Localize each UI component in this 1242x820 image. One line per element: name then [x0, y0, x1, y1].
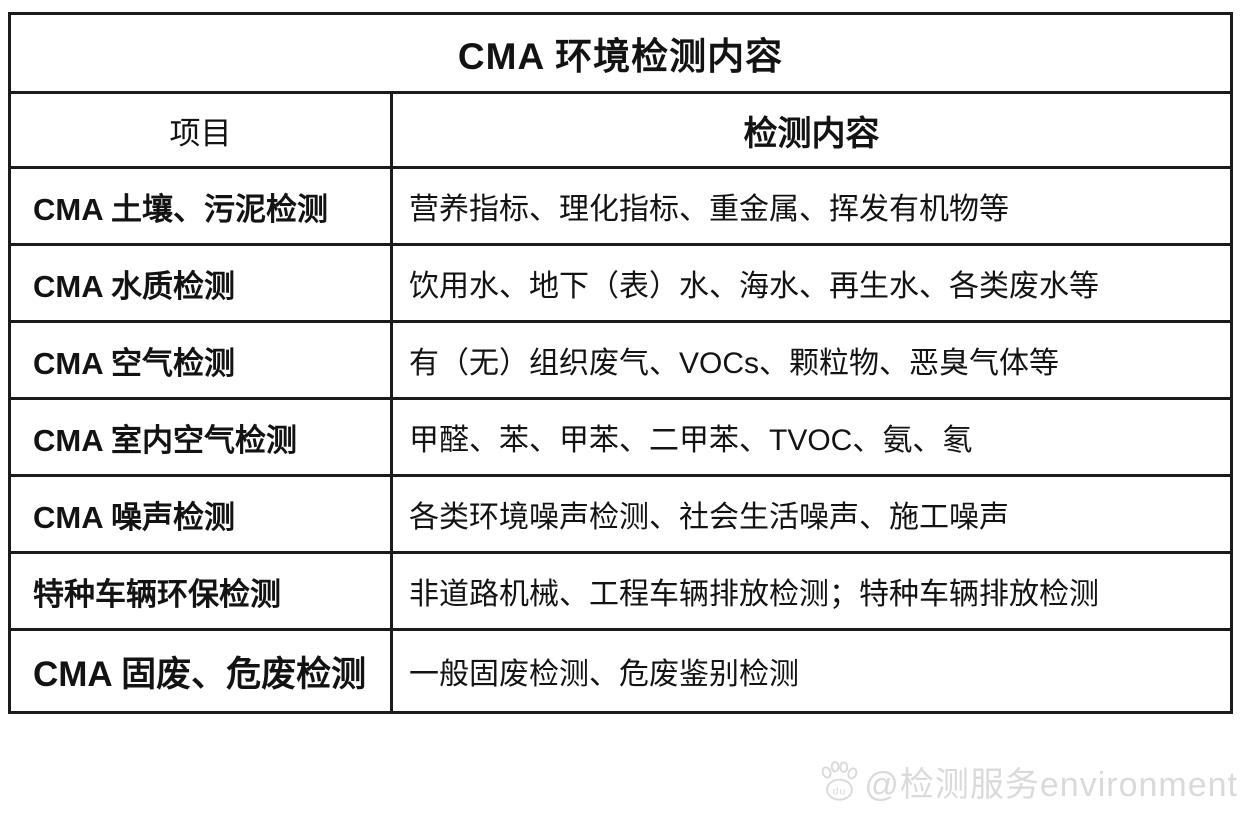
row-content-text: 饮用水、地下（表）水、海水、再生水、各类废水等 — [390, 243, 1233, 323]
table-title: CMA 环境检测内容 — [8, 12, 1233, 94]
row-content-text: 营养指标、理化指标、重金属、挥发有机物等 — [390, 166, 1233, 246]
row-item-label: CMA 土壤、污泥检测 — [8, 166, 393, 246]
paw-icon-label: du — [833, 785, 847, 797]
table-row: CMA 土壤、污泥检测 营养指标、理化指标、重金属、挥发有机物等 — [8, 166, 1233, 246]
watermark: du @检测服务environment — [818, 757, 1238, 806]
row-content-text: 有（无）组织废气、VOCs、颗粒物、恶臭气体等 — [390, 320, 1233, 400]
row-item-label: CMA 空气检测 — [8, 320, 393, 400]
table-title-row: CMA 环境检测内容 — [8, 12, 1233, 94]
table-row: CMA 室内空气检测 甲醛、苯、甲苯、二甲苯、TVOC、氨、氡 — [8, 397, 1233, 477]
table-row: CMA 噪声检测 各类环境噪声检测、社会生活噪声、施工噪声 — [8, 474, 1233, 554]
row-item-label: 特种车辆环保检测 — [8, 551, 393, 631]
table-header-row: 项目 检测内容 — [8, 91, 1233, 169]
baidu-paw-icon: du — [818, 760, 860, 803]
column-header-item: 项目 — [8, 91, 393, 169]
row-content-text: 非道路机械、工程车辆排放检测；特种车辆排放检测 — [390, 551, 1233, 631]
row-item-label: CMA 固废、危废检测 — [8, 628, 393, 714]
table-row: CMA 固废、危废检测 一般固废检测、危废鉴别检测 — [8, 628, 1233, 714]
row-content-text: 一般固废检测、危废鉴别检测 — [390, 628, 1233, 714]
row-content-text: 各类环境噪声检测、社会生活噪声、施工噪声 — [390, 474, 1233, 554]
row-item-label: CMA 室内空气检测 — [8, 397, 393, 477]
column-header-content: 检测内容 — [390, 91, 1233, 169]
cma-testing-table: CMA 环境检测内容 项目 检测内容 CMA 土壤、污泥检测 营养指标、理化指标… — [8, 12, 1233, 714]
watermark-text: @检测服务environment — [864, 766, 1238, 804]
row-item-label: CMA 水质检测 — [8, 243, 393, 323]
table-row: CMA 水质检测 饮用水、地下（表）水、海水、再生水、各类废水等 — [8, 243, 1233, 323]
row-item-label: CMA 噪声检测 — [8, 474, 393, 554]
table-row: 特种车辆环保检测 非道路机械、工程车辆排放检测；特种车辆排放检测 — [8, 551, 1233, 631]
row-content-text: 甲醛、苯、甲苯、二甲苯、TVOC、氨、氡 — [390, 397, 1233, 477]
table-row: CMA 空气检测 有（无）组织废气、VOCs、颗粒物、恶臭气体等 — [8, 320, 1233, 400]
